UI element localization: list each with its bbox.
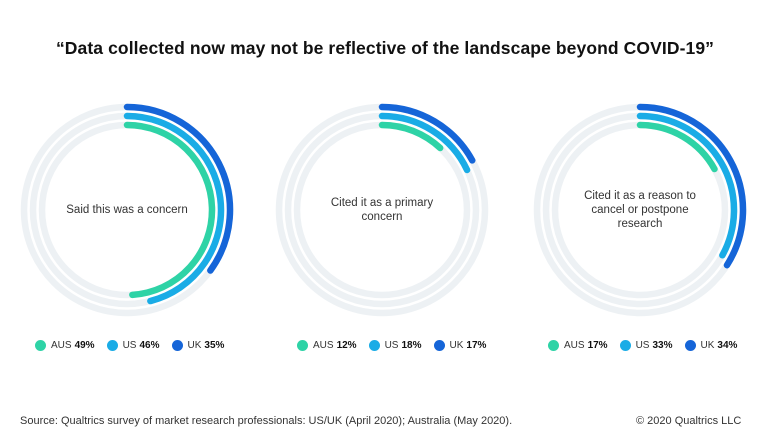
legend-series-name: UK — [700, 339, 715, 351]
chart-2-label: Cited it as a primary concern — [330, 197, 434, 223]
legend-value: 17% — [466, 339, 487, 351]
legend-2-aus: AUS 12% — [297, 339, 357, 351]
legend-value: 18% — [401, 339, 422, 351]
legend-3-us: US 33% — [619, 339, 673, 351]
legend-2-uk: UK 17% — [433, 339, 487, 351]
legend-series-name: UK — [449, 339, 464, 351]
legend-series-name: AUS — [51, 339, 72, 351]
chart-title: “Data collected now may not be reflectiv… — [55, 38, 715, 58]
radial-chart-3-svg — [533, 103, 747, 317]
legend-series-name: AUS — [313, 339, 334, 351]
uk-dot-icon — [433, 339, 445, 351]
legend-value: 12% — [336, 339, 357, 351]
legend-value: 35% — [204, 339, 225, 351]
aus-dot-icon — [548, 339, 559, 351]
radial-chart-2: Cited it as a primary concern — [272, 100, 492, 320]
radial-chart-1: Said this was a concern — [17, 100, 237, 320]
radial-chart-2-svg — [275, 103, 489, 317]
aus-dot-icon — [35, 339, 46, 351]
legend-2-us: US 18% — [368, 339, 422, 351]
legend-1-uk: UK 35% — [171, 339, 225, 351]
legend-2: AUS 12% US 18% UK 17% — [297, 337, 498, 353]
aus-dot-icon — [297, 339, 308, 351]
legend-value: 34% — [717, 339, 738, 351]
legend-1: AUS 49% US 46% UK 35% — [35, 337, 236, 353]
legend-3: AUS 17% US 33% UK 34% — [548, 337, 749, 353]
legend-value: 46% — [139, 339, 160, 351]
us-dot-icon — [368, 339, 380, 351]
legend-1-us: US 46% — [106, 339, 160, 351]
arc-aus — [378, 121, 444, 152]
arc-us — [636, 112, 738, 259]
arc-us — [378, 112, 471, 174]
radial-chart-3: Cited it as a reason to cancel or postpo… — [530, 100, 750, 320]
legend-3-aus: AUS 17% — [548, 339, 608, 351]
copyright-note: © 2020 Qualtrics LLC — [636, 415, 742, 427]
uk-dot-icon — [684, 339, 696, 351]
radial-chart-1-svg — [20, 103, 234, 317]
chart-3-label: Cited it as a reason to cancel or postpo… — [584, 190, 696, 230]
arc-us — [123, 112, 225, 305]
legend-series-name: US — [122, 339, 137, 351]
us-dot-icon — [619, 339, 631, 351]
arc-uk — [378, 103, 476, 164]
arc-uk — [123, 103, 234, 274]
legend-1-aus: AUS 49% — [35, 339, 95, 351]
legend-3-uk: UK 34% — [684, 339, 738, 351]
legend-value: 33% — [652, 339, 673, 351]
us-dot-icon — [106, 339, 118, 351]
chart-1-label: Said this was a concern — [66, 204, 188, 216]
legend-series-name: US — [635, 339, 650, 351]
legend-series-name: UK — [187, 339, 202, 351]
source-note: Source: Qualtrics survey of market resea… — [20, 415, 513, 427]
arc-aus — [636, 121, 718, 173]
legend-value: 17% — [587, 339, 608, 351]
arc-aus — [123, 121, 216, 299]
legend-series-name: US — [384, 339, 399, 351]
arc-uk — [636, 103, 747, 269]
legend-series-name: AUS — [564, 339, 585, 351]
uk-dot-icon — [171, 339, 183, 351]
legend-value: 49% — [74, 339, 95, 351]
